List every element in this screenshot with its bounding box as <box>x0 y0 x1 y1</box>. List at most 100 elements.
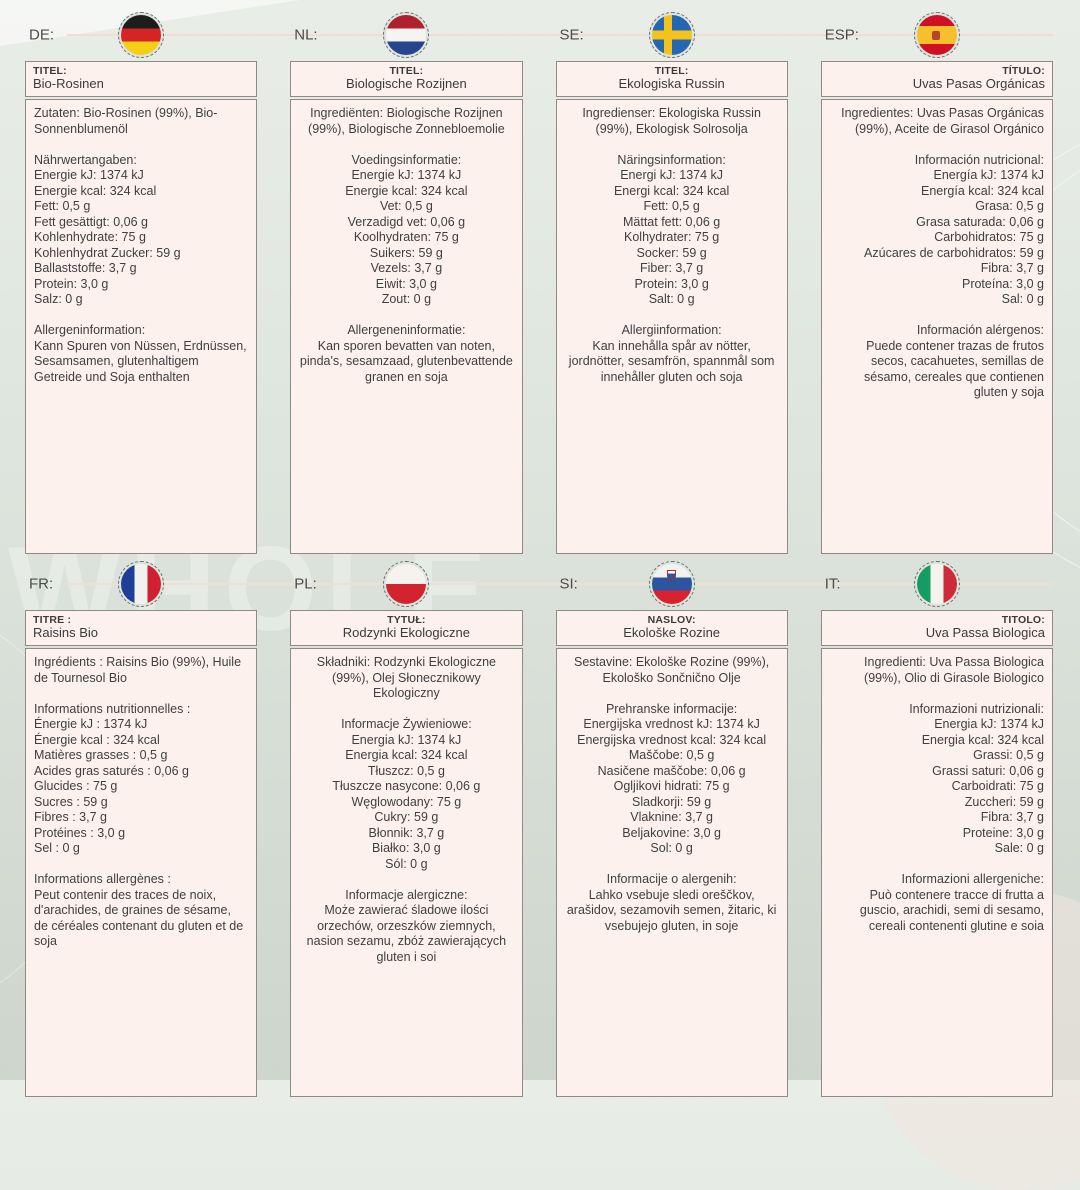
ingredients-text: Ingrediënten: Biologische Rozijnen (99%)… <box>308 106 505 136</box>
nutrition-header: Informations nutritionnelles : <box>34 701 191 716</box>
title-label: TYTUŁ: <box>387 614 426 626</box>
title-label: TITRE : <box>33 614 72 626</box>
product-title: Bio-Rosinen <box>33 76 104 92</box>
ingredients-text: Ingredienti: Uva Passa Biologica (99%), … <box>864 655 1044 685</box>
nutrition-lines: Energía kJ: 1374 kJ Energía kcal: 324 kca… <box>864 168 1044 306</box>
label-content-box: Zutaten: Bio-Rosinen (99%), Bio-Sonnenbl… <box>25 99 258 554</box>
nutrition-lines: Energi kJ: 1374 kJ Energi kcal: 324 kcal F… <box>613 168 730 306</box>
title-box: NASLOV: Ekološke Rozine <box>555 610 788 646</box>
product-title: Raisins Bio <box>33 625 99 641</box>
allergen-header: Allergeneninformatie: <box>347 323 466 337</box>
allergen-header: Informations allergènes : <box>34 872 171 886</box>
nutrition-header: Näringsinformation: <box>617 152 726 167</box>
ingredients-text: Zutaten: Bio-Rosinen (99%), Bio-Sonnenbl… <box>34 106 218 136</box>
language-panel-nl: NL: TITEL: Biologische Rozijnen Ingredië… <box>257 12 556 554</box>
allergen-header: Informacje alergiczne: <box>345 887 468 902</box>
nutrition-header: Voedingsinformatie: <box>351 152 462 167</box>
nutrition-lines: Energia kJ: 1374 kJ Energia kcal: 324 kca… <box>332 732 481 871</box>
product-title: Ekološke Rozine <box>623 625 721 641</box>
title-box: TITOLO: Uva Passa Biologica <box>820 610 1053 646</box>
nutrition-lines: Énergie kJ : 1374 kJ Énergie kcal : 324 k… <box>34 717 189 855</box>
language-panel-fr: FR: TITRE : Raisins Bio Ingrédients : Ra… <box>25 554 291 1097</box>
allergen-header: Allergeninformation: <box>34 323 146 337</box>
product-title: Uvas Pasas Orgánicas <box>912 76 1045 92</box>
netherlands-flag-icon <box>383 12 430 58</box>
allergen-header: Informacije o alergenih: <box>606 872 737 886</box>
title-box: TYTUŁ: Rodzynki Ekologiczne <box>290 610 523 646</box>
product-title: Rodzynki Ekologiczne <box>342 625 470 641</box>
nutrition-lines: Energijska vrednost kJ: 1374 kJ Energijsk… <box>577 717 767 855</box>
allergen-text: Może zawierać śladowe ilości orzechów, o… <box>306 903 507 964</box>
ingredients-text: Ingredientes: Uvas Pasas Orgánicas (99%)… <box>841 106 1044 136</box>
language-code-label: DE: <box>29 26 55 44</box>
nutrition-header: Nährwertangaben: <box>34 152 137 167</box>
language-panel-esp: ESP: TÍTULO: Uvas Pasas Orgánicas Ingred… <box>787 12 1053 554</box>
germany-flag-icon <box>118 12 165 58</box>
title-label: NASLOV: <box>647 614 696 626</box>
label-content-box: Ingredientes: Uvas Pasas Orgánicas (99%)… <box>820 99 1053 554</box>
nutrition-lines: Energie kJ: 1374 kJ Energie kcal: 324 kca… <box>345 168 468 306</box>
allergen-text: Peut contenir des traces de noix, d'arac… <box>34 887 244 949</box>
language-header: NL: <box>257 12 556 58</box>
title-label: TITEL: <box>654 65 689 77</box>
language-code-label: SI: <box>559 575 578 593</box>
product-title: Uva Passa Biologica <box>925 625 1045 641</box>
label-content-box: Składniki: Rodzynki Ekologiczne (99%), O… <box>290 648 523 1097</box>
title-box: TITEL: Bio-Rosinen <box>25 61 258 97</box>
nutrition-header: Prehranske informacije: <box>605 701 738 716</box>
language-panel-se: SE: TITEL: Ekologiska Russin Ingrediense… <box>522 12 821 554</box>
spain-flag-icon <box>913 12 960 58</box>
product-title: Biologische Rozijnen <box>346 76 467 92</box>
allergen-header: Informazioni allergeniche: <box>901 872 1044 886</box>
allergen-header: Información alérgenos: <box>916 323 1044 337</box>
language-panel-de: DE: TITEL: Bio-Rosinen Zutaten: Bio-Rosi… <box>25 12 291 554</box>
ingredients-text: Ingredienser: Ekologiska Russin (99%), E… <box>582 106 761 136</box>
france-flag-icon <box>118 561 165 607</box>
title-box: TITRE : Raisins Bio <box>25 610 258 646</box>
label-content-box: Ingredienti: Uva Passa Biologica (99%), … <box>820 648 1053 1097</box>
ingredients-text: Składniki: Rodzynki Ekologiczne (99%), O… <box>316 655 496 700</box>
ingredients-text: Ingrédients : Raisins Bio (99%), Huile d… <box>34 655 242 685</box>
allergen-text: Può contenere tracce di frutta a guscio,… <box>859 887 1044 933</box>
label-content-box: Ingrediënten: Biologische Rozijnen (99%)… <box>290 99 523 554</box>
nutrition-lines: Energie kJ: 1374 kJ Energie kcal: 324 kca… <box>34 168 181 306</box>
language-code-label: FR: <box>29 575 54 593</box>
header-divider-line <box>67 583 291 585</box>
allergen-text: Kan sporen bevatten van noten, pinda's, … <box>299 338 513 384</box>
allergen-text: Puede contener trazas de frutos secos, c… <box>864 338 1044 400</box>
product-title: Ekologiska Russin <box>618 76 725 92</box>
language-code-label: IT: <box>824 575 841 593</box>
language-code-label: PL: <box>294 575 317 593</box>
italy-flag-icon <box>913 561 960 607</box>
title-box: TÍTULO: Uvas Pasas Orgánicas <box>820 61 1053 97</box>
language-header: SI: <box>522 561 821 607</box>
header-divider-line <box>67 34 291 36</box>
language-header: FR: <box>25 561 291 607</box>
label-content-box: Sestavine: Ekološke Rozine (99%), Ekološ… <box>555 648 788 1097</box>
poland-flag-icon <box>383 561 430 607</box>
language-code-label: ESP: <box>824 26 859 44</box>
allergen-text: Kan innehålla spår av nötter, jordnötter… <box>568 338 775 384</box>
slovenia-flag-icon <box>648 561 695 607</box>
title-label: TITEL: <box>389 65 424 77</box>
title-label: TITOLO: <box>1001 614 1045 626</box>
language-header: PL: <box>257 561 556 607</box>
language-panel-si: SI: NASLOV: Ekološke Rozine Sestavine: E… <box>522 554 821 1097</box>
label-content-box: Ingredienser: Ekologiska Russin (99%), E… <box>555 99 788 554</box>
title-label: TITEL: <box>33 65 67 77</box>
nutrition-header: Información nutricional: <box>914 152 1044 167</box>
title-box: TITEL: Ekologiska Russin <box>555 61 788 97</box>
nutrition-lines: Energia kJ: 1374 kJ Energia kcal: 324 kca… <box>921 717 1044 855</box>
language-code-label: SE: <box>559 26 584 44</box>
language-code-label: NL: <box>294 26 318 44</box>
label-content-box: Ingrédients : Raisins Bio (99%), Huile d… <box>25 648 258 1097</box>
nutrition-header: Informacje Żywieniowe: <box>341 717 472 731</box>
language-header: DE: <box>25 12 291 58</box>
language-header: IT: <box>787 561 1053 607</box>
language-panel-pl: PL: TYTUŁ: Rodzynki Ekologiczne Składnik… <box>257 554 556 1097</box>
title-box: TITEL: Biologische Rozijnen <box>290 61 523 97</box>
title-label: TÍTULO: <box>1002 65 1045 77</box>
language-header: SE: <box>522 12 821 58</box>
nutrition-header: Informazioni nutrizionali: <box>909 701 1044 716</box>
allergen-header: Allergiinformation: <box>621 323 722 337</box>
